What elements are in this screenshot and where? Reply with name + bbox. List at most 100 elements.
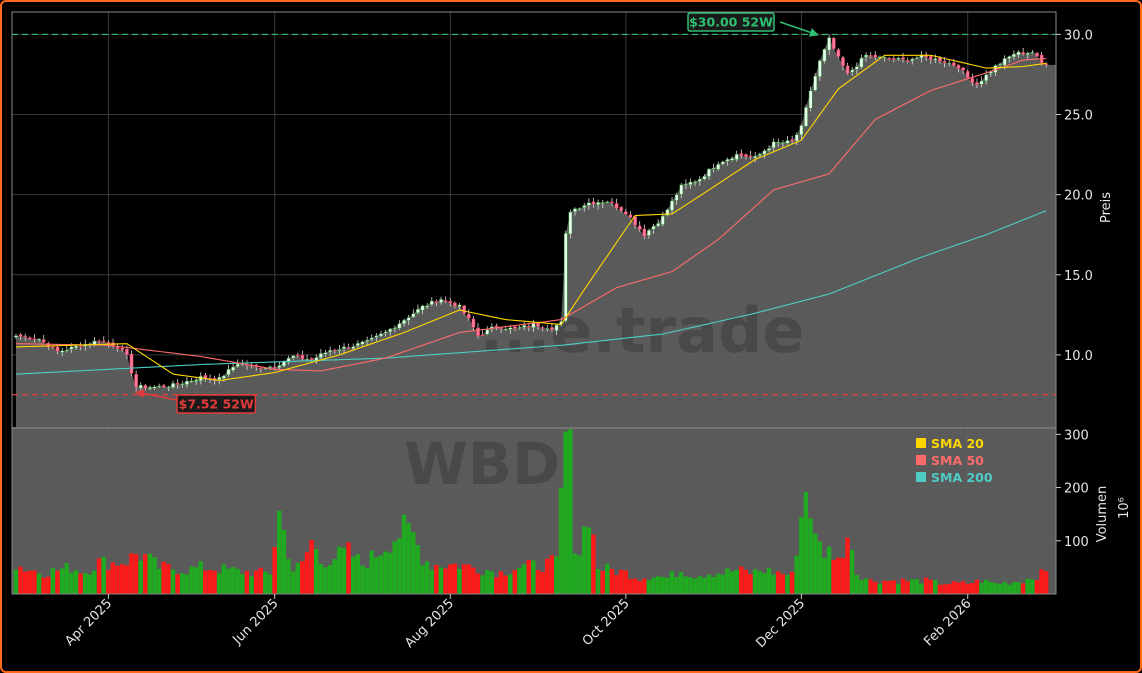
volume-bar [882,580,887,594]
candle-body [813,75,818,91]
volume-bar [655,576,661,594]
legend-swatch [916,438,926,448]
volume-bar [965,583,970,594]
candle-body [305,358,309,361]
volume-bar [498,571,504,594]
volume-bar [863,578,869,594]
candle-body [988,71,993,74]
volume-bar [295,563,300,594]
volume-bar [618,569,624,594]
volume-bar [350,556,356,594]
volume-bar [374,557,379,594]
candle-body [513,326,517,329]
candle-body [526,325,531,328]
candle-body [596,202,600,205]
high-52w-label-box [687,12,775,32]
volume-bar [702,577,707,594]
low-52w-label-text: $7.52 52W [179,397,254,412]
candle-body [587,202,591,206]
candle-body [434,301,439,304]
volume-bar [327,564,333,594]
candle-body [952,62,956,66]
candle-body [522,325,527,328]
volume-bar [789,571,795,594]
volume-bar [660,576,665,594]
volume-bar [595,569,601,594]
legend-label: SMA 20 [931,436,984,451]
candle-body [309,358,314,360]
volume-bar [263,571,268,594]
candle-body [790,139,795,142]
volume-bar [960,581,966,594]
candle-body [148,387,152,390]
candle-body [901,57,905,60]
volume-bar [545,558,550,594]
volume-bar [849,549,855,594]
volume-bar [198,561,203,594]
candle-body [480,334,485,336]
volume-bar [988,582,993,594]
volume-bar [568,429,573,594]
candle-body [332,349,337,352]
sma-lines [15,54,1047,382]
candle-body [134,374,138,388]
volume-bar [466,564,471,594]
candles [14,34,1049,392]
volume-bar [896,583,901,594]
candle-body [674,194,679,201]
volume-bar [253,570,259,594]
candle-body [660,215,665,225]
volume-bar [854,575,859,594]
candle-body [32,338,37,340]
candle-body [217,376,222,380]
candle-body [439,299,443,303]
volume-bar [129,553,134,594]
candle-body [55,346,60,352]
volume-bar [277,510,282,594]
candle-body [337,349,342,352]
volume-bar [13,569,19,594]
volume-bar [73,570,79,594]
volume-bar [692,578,698,594]
candle-body [998,63,1002,66]
volume-bar [364,567,370,594]
volume-bar [993,582,998,594]
candle-body [947,62,952,65]
volume-bar [886,581,892,594]
candle-body [360,341,365,345]
volume-bar [124,565,129,594]
candle-body [702,176,707,180]
volume-bar [1039,569,1044,594]
volume-bar [36,573,42,594]
candle-body [300,354,305,360]
volume-bar [974,579,980,594]
volume-bar [581,526,587,594]
volume-bar [794,555,799,594]
candle-body [28,337,32,340]
legend-label: SMA 50 [931,453,984,468]
volume-bar [720,574,725,594]
candle-body [965,70,970,78]
candle-body [670,200,674,211]
candle-body [693,181,697,184]
volume-bar [27,570,32,594]
candle-body [37,338,41,341]
candle-body [531,322,536,328]
volume-tick-label: 100 [1064,535,1089,550]
volume-bar [360,565,365,594]
candle-body [503,328,508,331]
candle-body [1025,52,1030,55]
candle-body [781,142,785,144]
candle-body [665,209,670,216]
candle-body [873,54,878,58]
volume-bar [909,579,915,594]
candle-body [282,361,286,367]
legend-swatch [916,455,926,465]
volume-bar [22,571,28,594]
volume-bar [642,578,647,594]
volume-bar [420,565,425,594]
candle-body [577,208,582,210]
candle-body [610,201,614,203]
volume-bar [762,573,767,594]
candle-body [129,353,134,374]
